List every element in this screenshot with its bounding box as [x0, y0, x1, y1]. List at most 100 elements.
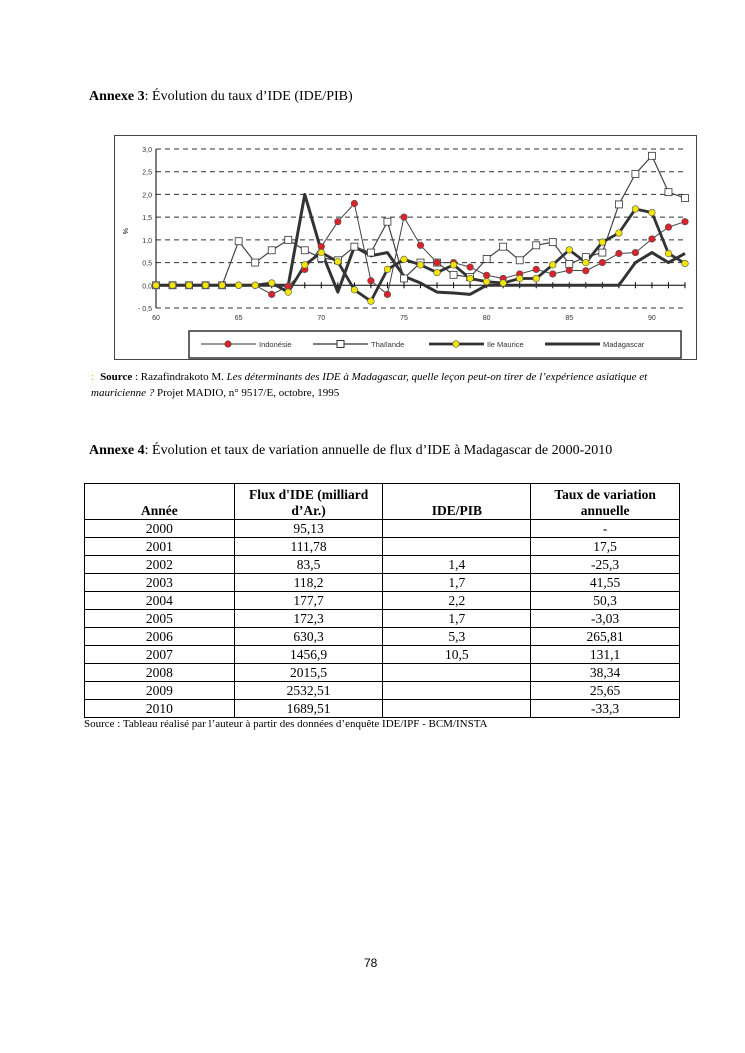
y-tick-label: 0,0	[142, 283, 152, 290]
data-point	[482, 255, 491, 263]
data-point	[400, 213, 408, 221]
cell-taux: -	[530, 519, 680, 538]
annexe4-heading: Annexe 4: Évolution et taux de variation…	[89, 443, 612, 459]
source-label: Source	[100, 371, 133, 383]
ide-chart: 3,0 2,5 2,0 1,5 1,0 0,5 0,0 - 0,5 60 65 70 75 80 85 90…	[114, 135, 697, 360]
y-tick-label: 2,5	[142, 170, 152, 177]
cell-taux: 17,5	[530, 537, 680, 556]
data-point	[664, 249, 673, 258]
cell-annee: 2006	[84, 627, 235, 646]
data-point	[367, 297, 375, 305]
x-tick-label: 65	[235, 315, 243, 322]
data-point	[532, 241, 541, 250]
header-annee: Année	[84, 483, 235, 520]
cell-ide-pib	[382, 537, 532, 556]
data-point	[251, 258, 260, 267]
cell-flux: 2015,5	[233, 663, 384, 682]
data-point	[152, 281, 160, 289]
data-point	[433, 268, 441, 277]
cell-flux: 177,7	[233, 591, 384, 610]
cell-ide-pib: 1,7	[382, 609, 532, 628]
data-point	[334, 258, 342, 266]
cell-ide-pib: 5,3	[382, 627, 532, 646]
cell-annee: 2009	[84, 681, 235, 700]
data-point	[201, 281, 210, 289]
cell-flux: 172,3	[233, 609, 384, 628]
cell-flux: 83,5	[233, 555, 384, 574]
y-tick-label: 1,0	[142, 238, 152, 245]
data-point	[367, 277, 375, 285]
data-point	[235, 281, 243, 289]
data-point	[383, 290, 392, 298]
data-point	[516, 274, 524, 283]
table-row: 2005 172,3 1,7 -3,03	[84, 609, 680, 628]
data-point	[598, 238, 606, 246]
data-point	[301, 261, 309, 269]
data-point	[631, 248, 640, 257]
header-taux: Taux de variation annuelle	[530, 483, 680, 520]
x-tick-label: 70	[317, 315, 325, 322]
cell-annee: 2010	[84, 699, 235, 718]
data-point	[416, 241, 425, 249]
table-row: 2001 111,78 17,5	[84, 537, 680, 556]
cell-annee: 2001	[84, 537, 235, 556]
data-point	[499, 242, 508, 251]
source-rest: Projet MADIO, n° 9517/E, octobre, 1995	[154, 387, 340, 399]
data-point	[350, 286, 358, 294]
table-source: Source : Tableau réalisé par l’auteur à …	[84, 718, 488, 730]
data-point	[367, 248, 375, 257]
data-point	[449, 261, 458, 269]
source-author: : Razafindrakoto M.	[132, 371, 227, 383]
data-point	[582, 258, 590, 267]
cell-ide-pib	[382, 699, 532, 718]
legend-marker	[452, 340, 460, 348]
annexe3-label: Annexe 3	[89, 89, 145, 104]
table-row: 2003 118,2 1,7 41,55	[84, 573, 680, 592]
chart-svg: 3,0 2,5 2,0 1,5 1,0 0,5 0,0 - 0,560 65 70 75 80 85 90…	[121, 147, 689, 359]
data-point	[532, 274, 540, 283]
data-point	[548, 238, 557, 247]
data-point	[648, 235, 656, 243]
header-ide-pib: IDE/PIB	[382, 483, 532, 520]
legend-label: Madagascar	[603, 340, 645, 349]
data-point	[268, 290, 276, 298]
cell-ide-pib: 1,7	[382, 573, 532, 592]
data-point	[681, 259, 689, 268]
table-row: 2008 2015,5 38,34	[84, 663, 680, 682]
cell-ide-pib	[382, 681, 532, 700]
data-point	[449, 270, 458, 279]
data-point	[631, 205, 640, 213]
data-point	[416, 261, 425, 269]
cell-annee: 2002	[84, 555, 235, 574]
y-tick-label: - 0,5	[138, 306, 152, 313]
table-row: 2007 1456,9 10,5 131,1	[84, 645, 680, 664]
data-point	[350, 199, 358, 208]
cell-flux: 2532,51	[233, 681, 384, 700]
cell-annee: 2008	[84, 663, 235, 682]
data-point	[433, 258, 441, 267]
annexe4-title: : Évolution et taux de variation annuell…	[144, 443, 613, 458]
annexe4-label: Annexe 4	[89, 443, 145, 458]
data-point	[218, 281, 226, 289]
data-point	[284, 235, 293, 244]
cell-ide-pib: 1,4	[382, 555, 532, 574]
table-header-row: Année Flux d'IDE (milliard d’Ar.) IDE/PI…	[84, 483, 680, 520]
cell-flux: 630,3	[233, 627, 384, 646]
cell-annee: 2007	[84, 645, 235, 664]
data-point	[615, 249, 623, 258]
y-tick-label: 2,0	[142, 192, 152, 199]
ide-table: Année Flux d'IDE (milliard d’Ar.) IDE/PI…	[84, 483, 680, 718]
cell-flux: 95,13	[233, 519, 384, 538]
y-tick-label: 3,0	[142, 147, 152, 154]
cell-flux: 111,78	[233, 537, 384, 556]
data-point	[400, 255, 408, 263]
data-point	[268, 279, 276, 287]
data-point	[532, 265, 540, 273]
cell-ide-pib	[382, 519, 532, 538]
source-marker: :	[91, 371, 95, 383]
table-row: 2009 2532,51 25,65	[84, 681, 680, 700]
data-point	[598, 258, 606, 267]
cell-annee: 2003	[84, 573, 235, 592]
cell-annee: 2000	[84, 519, 235, 538]
data-point	[549, 261, 557, 269]
